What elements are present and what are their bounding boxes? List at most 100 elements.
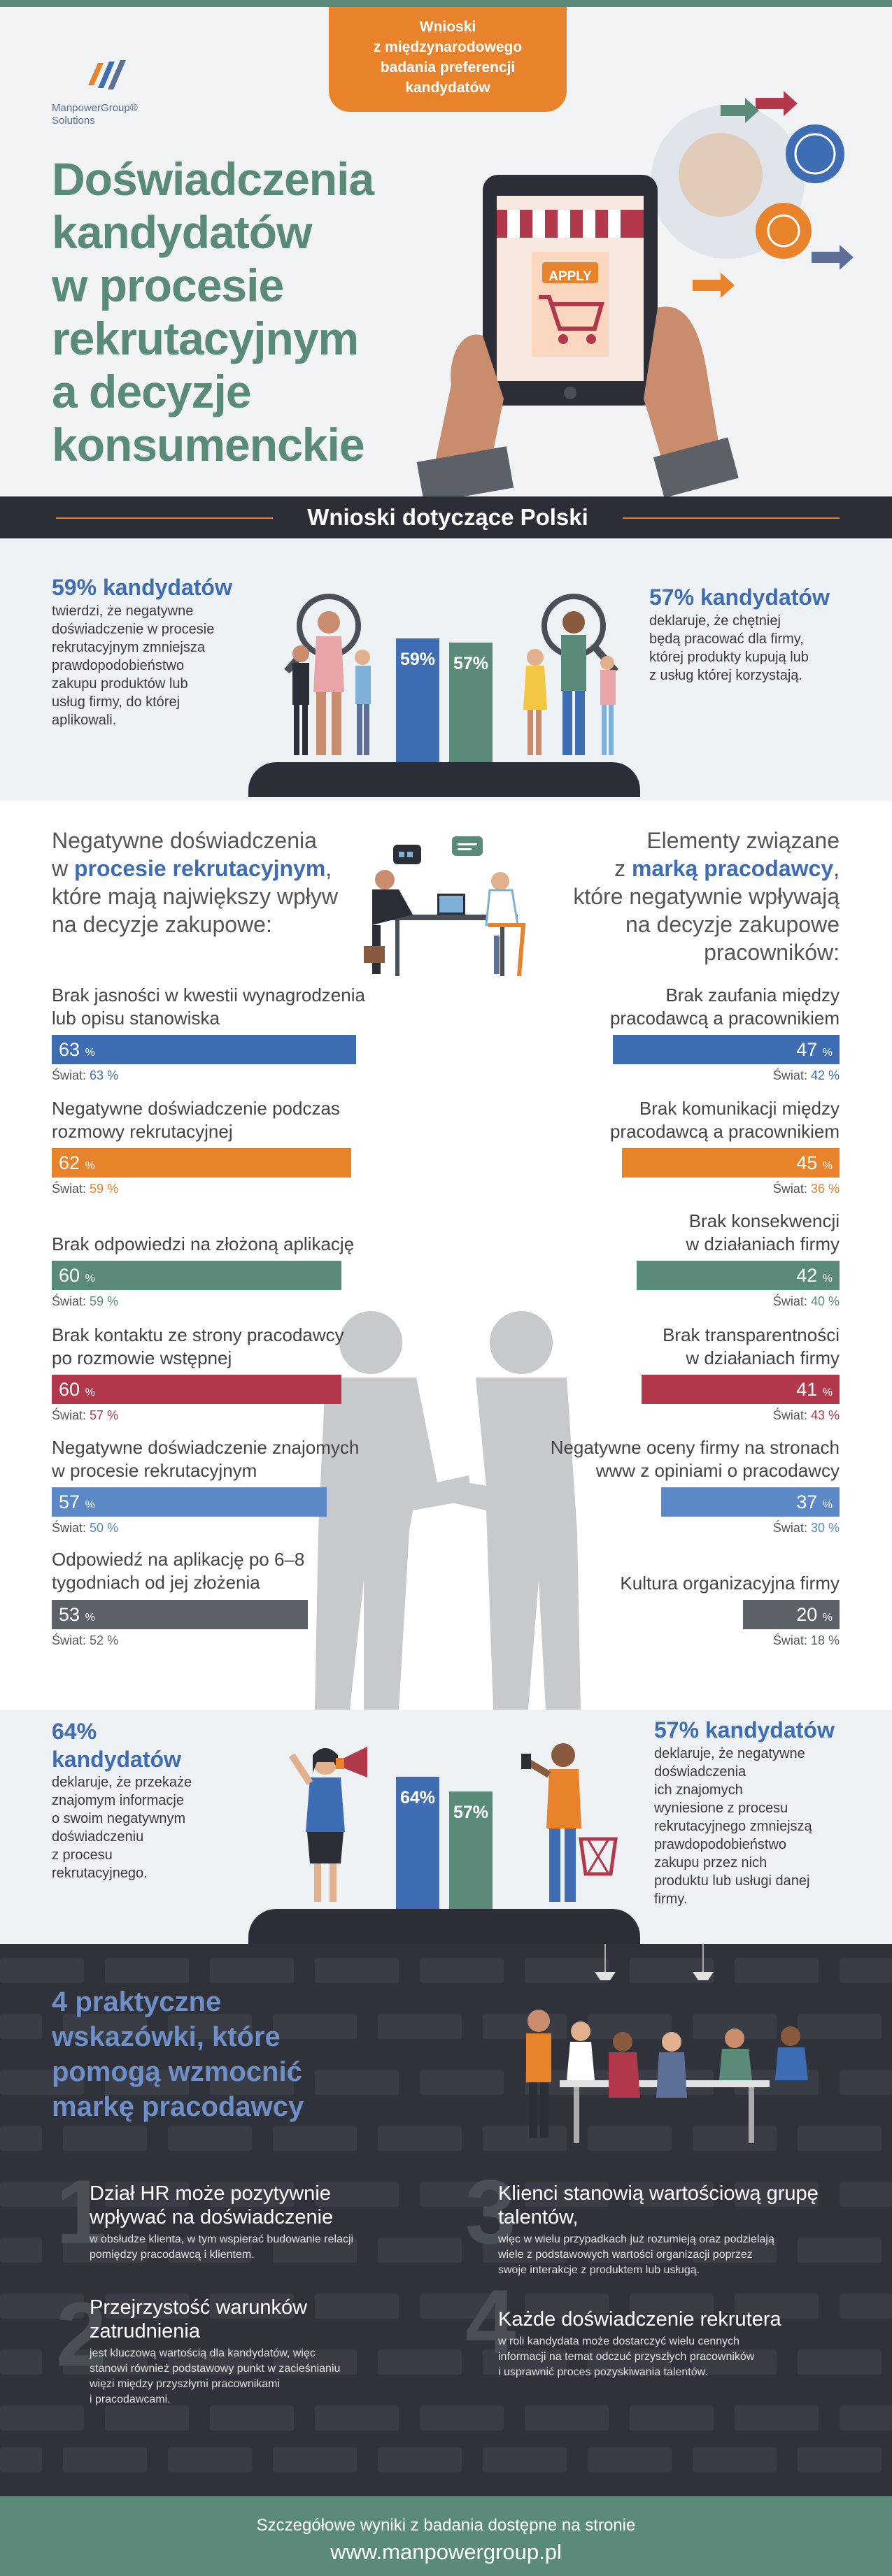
brick	[0, 2182, 84, 2207]
brick	[525, 1958, 609, 1983]
brick	[315, 2294, 399, 2319]
brick	[840, 2182, 892, 2207]
footer-link[interactable]: www.manpowergroup.pl	[330, 2540, 562, 2564]
brick	[483, 2126, 567, 2151]
brick	[105, 2294, 189, 2319]
brick	[273, 2349, 357, 2375]
stat-right-block: 57% kandydatów deklaruje, że chętniej bę…	[649, 585, 859, 685]
stat-left-block: 59% kandydatów twierdzi, że negatywne do…	[52, 575, 276, 729]
team-meeting-illustration	[526, 2010, 808, 2143]
brick	[630, 2182, 714, 2207]
chart-top-platform	[248, 762, 640, 797]
brick	[0, 2238, 42, 2263]
brick	[105, 1958, 189, 1983]
chart-top: 59% 57%	[245, 594, 644, 797]
left-item-2-label: Negatywne doświadczenie podczas rozmowy r…	[52, 1098, 340, 1142]
top-accent-bar	[0, 0, 892, 7]
candidates-magnifier-illustration-right	[523, 594, 618, 755]
world-value: 43 %	[810, 1408, 840, 1422]
brick	[378, 2238, 462, 2263]
brick	[693, 2447, 777, 2473]
chart-top-bar-2-label: 57%	[453, 654, 489, 673]
report-ribbon	[329, 7, 567, 112]
right-item-1-bar: 47 %	[613, 1035, 840, 1064]
world-prefix: Świat:	[52, 1068, 87, 1082]
brick	[273, 2447, 357, 2473]
left-item-2-bar: 62 %	[52, 1148, 351, 1178]
right-item-6-world: Świat: 18 %	[700, 1633, 840, 1648]
world-value: 59 %	[90, 1294, 119, 1308]
tip-1-body: w obsłudze klienta, w tym wspierać budow…	[90, 2233, 354, 2261]
brick	[525, 2294, 609, 2319]
left-item-2-world: Świat: 59 %	[52, 1182, 118, 1196]
page-title: Doświadczenia kandydatów w procesie rekr…	[52, 153, 374, 471]
left-item-6: Odpowiedź na aplikację po 6–8 tygodniach …	[52, 1548, 381, 1594]
chart-top-bar-2: 57%	[449, 643, 493, 762]
brick	[273, 2126, 357, 2151]
brick	[840, 2070, 892, 2095]
brick	[168, 2349, 252, 2375]
left-item-5: Negatywne doświadczenie znajomych w proce…	[52, 1436, 395, 1482]
left-item-4-bar: 60 %	[52, 1375, 341, 1404]
left-item-1-label: Brak jasności w kwestii wynagrodzenia lub…	[52, 985, 365, 1029]
right-item-4-value: 41 %	[642, 1375, 840, 1408]
apply-sign: APPLY	[548, 269, 592, 284]
megaphone-woman-illustration	[288, 1747, 367, 1902]
brick	[840, 2405, 892, 2431]
right-item-2-bar: 45 %	[622, 1148, 840, 1178]
value-unit: %	[822, 1387, 833, 1398]
brick	[63, 2126, 147, 2151]
tip-3-number: 3	[465, 2161, 516, 2263]
brick	[210, 2294, 294, 2319]
handshake-silhouette	[315, 1311, 581, 1710]
stats-bottom-section	[0, 1710, 892, 1944]
value-unit: %	[85, 1612, 95, 1624]
brick	[168, 2238, 252, 2263]
chart-top-bar-1: 59%	[396, 638, 439, 762]
stat-left-headline: 59% kandydatów	[52, 575, 232, 600]
left-item-4-world: Świat: 57 %	[52, 1408, 118, 1423]
brick	[210, 1958, 294, 1983]
left-item-6-value: 53 %	[52, 1600, 308, 1633]
right-item-6-value: 20 %	[743, 1600, 840, 1633]
brick	[420, 2405, 504, 2431]
brick	[525, 2182, 609, 2207]
chart-bottom: 64% 57%	[245, 1727, 644, 1944]
brick	[0, 2447, 42, 2473]
right-item-5-label: Negatywne oceny firmy na stronach www z o…	[550, 1437, 840, 1481]
world-prefix: Świat:	[772, 1182, 807, 1196]
brick	[798, 2126, 882, 2151]
chart-top-bar-1-label: 59%	[399, 650, 436, 669]
logo-name: ManpowerGroup®	[52, 102, 138, 114]
right-item-1-value: 47 %	[613, 1035, 840, 1068]
left-item-3: Brak odpowiedzi na złożoną aplikację	[52, 1233, 381, 1256]
brick	[168, 2447, 252, 2473]
shopping-man-illustration	[521, 1743, 618, 1902]
brick	[210, 2405, 294, 2431]
right-item-5-world: Świat: 30 %	[700, 1521, 840, 1536]
left-item-3-value: 60 %	[52, 1261, 341, 1294]
value-unit: %	[822, 1273, 833, 1285]
left-item-1: Brak jasności w kwestii wynagrodzenia lub…	[52, 984, 381, 1030]
brick	[735, 2294, 819, 2319]
brick	[315, 1958, 399, 1983]
right-item-6-label: Kultura organizacyjna firmy	[620, 1573, 840, 1594]
stats-top-section	[0, 538, 892, 801]
left-item-2-value: 62 %	[52, 1148, 351, 1181]
world-prefix: Świat:	[52, 1408, 87, 1422]
brick	[798, 2447, 882, 2473]
brick	[420, 1958, 504, 1983]
brick	[273, 2014, 357, 2039]
brick	[315, 2182, 399, 2207]
tip-4-heading: Każde doświadczenie rekrutera	[498, 2308, 781, 2331]
brick	[420, 2070, 504, 2095]
value-number: 62	[59, 1152, 80, 1173]
world-value: 18 %	[810, 1633, 840, 1647]
brick	[105, 2182, 189, 2207]
brick	[105, 2070, 189, 2095]
job-interview-illustration	[364, 836, 526, 977]
brick	[588, 2014, 672, 2039]
right-item-5-bar: 37 %	[661, 1487, 840, 1517]
brick	[798, 2014, 882, 2039]
brick	[273, 2238, 357, 2263]
